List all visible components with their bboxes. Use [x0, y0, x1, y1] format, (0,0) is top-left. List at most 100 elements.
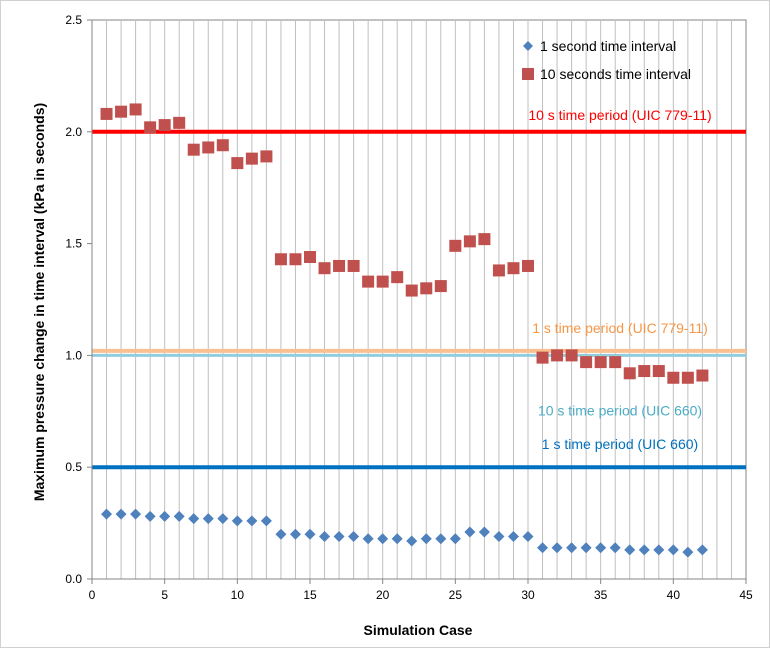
data-point-square	[623, 367, 636, 380]
data-point-diamond	[101, 508, 113, 520]
data-point-square	[129, 103, 142, 116]
y-tick-label: 1.5	[65, 237, 82, 251]
data-point-square	[420, 282, 433, 295]
data-point-diamond	[493, 531, 505, 543]
data-point-diamond	[377, 533, 389, 545]
data-point-diamond	[188, 513, 200, 525]
x-tick-label: 20	[376, 588, 390, 602]
data-point-square	[260, 150, 273, 163]
y-tick-label: 1.0	[65, 348, 82, 362]
data-point-square	[696, 369, 709, 382]
legend: 1 second time interval 10 seconds time in…	[522, 38, 691, 82]
data-point-diamond	[319, 531, 331, 543]
data-point-diamond	[275, 528, 287, 540]
data-point-diamond	[551, 542, 563, 554]
data-point-square	[652, 365, 665, 378]
data-point-diamond	[173, 510, 185, 522]
data-point-square	[216, 139, 229, 152]
data-point-diamond	[289, 528, 301, 540]
x-tick-label: 30	[521, 588, 535, 602]
y-axis-label: Maximum pressure change in time interval…	[31, 103, 47, 501]
data-point-diamond	[566, 542, 578, 554]
data-point-square	[231, 157, 244, 170]
x-tick-label: 5	[161, 588, 168, 602]
data-point-square	[187, 143, 200, 156]
x-tick-label: 15	[303, 588, 317, 602]
data-point-square	[507, 262, 520, 275]
data-point-square	[492, 264, 505, 277]
data-point-square	[405, 284, 418, 297]
data-point-square	[667, 371, 680, 384]
series-1s	[101, 508, 708, 558]
data-point-square	[347, 259, 360, 272]
data-point-square	[100, 107, 113, 120]
x-tick-label: 25	[449, 588, 463, 602]
data-point-square	[478, 233, 491, 246]
data-point-square	[304, 251, 316, 264]
legend-marker-diamond	[523, 41, 533, 51]
axes: 0.0 0.5 1.0 1.5 2.0 2.5 0 5 10 15 20 25 30 35 40 45	[65, 13, 753, 602]
data-point-diamond	[435, 533, 447, 545]
data-point-diamond	[260, 515, 272, 527]
data-point-diamond	[624, 544, 636, 556]
legend-label: 10 seconds time interval	[540, 66, 691, 82]
data-point-diamond	[507, 531, 519, 543]
x-tick-label: 40	[667, 588, 681, 602]
series-10s	[100, 103, 709, 384]
data-point-square	[609, 356, 622, 369]
data-point-diamond	[609, 542, 621, 554]
data-point-diamond	[304, 528, 316, 540]
data-point-diamond	[406, 535, 418, 547]
data-point-diamond	[696, 544, 708, 556]
x-tick-label: 0	[89, 588, 96, 602]
data-point-square	[565, 349, 578, 362]
data-point-diamond	[391, 533, 403, 545]
data-point-square	[318, 262, 331, 275]
reference-line-label: 10 s time period (UIC 660)	[538, 402, 702, 418]
data-point-square	[173, 116, 186, 129]
data-point-diamond	[638, 544, 650, 556]
data-point-diamond	[478, 526, 490, 538]
data-point-square	[522, 259, 534, 272]
data-point-diamond	[449, 533, 461, 545]
data-point-diamond	[653, 544, 665, 556]
data-point-square	[551, 349, 564, 362]
plot-area	[91, 19, 747, 580]
data-point-diamond	[144, 510, 156, 522]
data-point-diamond	[333, 531, 345, 543]
y-tick-label: 0.0	[65, 572, 82, 586]
y-tick-label: 0.5	[65, 460, 82, 474]
data-point-diamond	[159, 510, 171, 522]
data-point-square	[274, 253, 287, 266]
data-point-diamond	[115, 508, 127, 520]
reference-line-label: 1 s time period (UIC 779-11)	[532, 320, 708, 336]
data-point-square	[333, 259, 346, 272]
x-tick-label: 35	[594, 588, 608, 602]
data-point-square	[144, 121, 157, 134]
data-point-diamond	[682, 546, 694, 558]
series-layer	[100, 103, 709, 558]
data-point-diamond	[246, 515, 258, 527]
data-point-square	[580, 356, 593, 369]
data-point-square	[376, 275, 389, 288]
data-point-diamond	[522, 531, 534, 543]
data-point-square	[362, 275, 375, 288]
data-point-square	[115, 105, 128, 118]
data-point-diamond	[580, 542, 592, 554]
data-point-square	[536, 351, 549, 364]
data-point-diamond	[348, 531, 360, 543]
data-point-square	[463, 235, 476, 248]
x-tick-label: 10	[231, 588, 245, 602]
x-tick-label: 45	[739, 588, 753, 602]
data-point-square	[594, 356, 607, 369]
grid-layer	[91, 19, 747, 580]
data-point-diamond	[130, 508, 142, 520]
data-point-diamond	[202, 513, 214, 525]
data-point-square	[202, 141, 215, 154]
data-point-diamond	[464, 526, 476, 538]
data-point-square	[449, 239, 462, 252]
data-point-diamond	[537, 542, 549, 554]
data-point-square	[245, 152, 258, 165]
